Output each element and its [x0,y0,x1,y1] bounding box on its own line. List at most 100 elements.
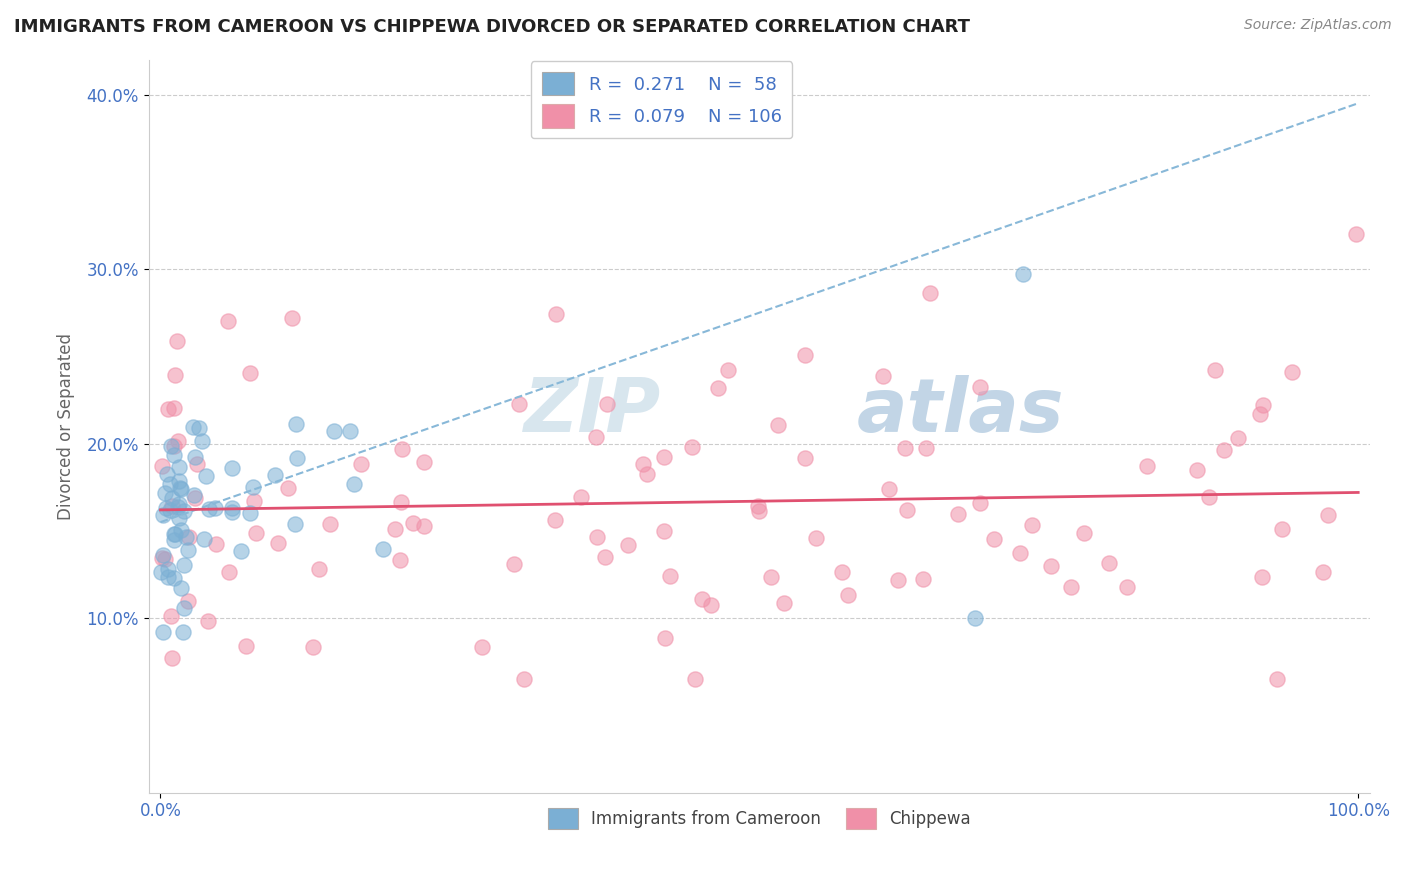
Point [183,450,205,464]
Point [544,513,567,527]
Point [969,380,991,394]
Point [654,631,676,645]
Point [342,476,364,491]
Point [633,458,655,472]
Point [239,367,262,381]
Point [963,611,986,625]
Point [166,334,188,348]
Text: Source: ZipAtlas.com: Source: ZipAtlas.com [1244,18,1392,32]
Point [221,505,243,519]
Point [163,368,186,383]
Point [596,397,619,411]
Point [285,417,308,432]
Point [373,541,395,556]
Point [1265,672,1288,686]
Point [1187,463,1209,477]
Point [1227,432,1250,446]
Point [1010,545,1032,559]
Point [152,551,174,566]
Point [1060,580,1083,594]
Point [302,640,325,654]
Point [920,285,942,300]
Point [569,490,592,504]
Point [263,467,285,482]
Point [585,430,607,444]
Point [759,570,782,584]
Point [793,451,815,466]
Point [747,499,769,513]
Point [160,651,183,665]
Point [285,450,308,465]
Point [162,438,184,452]
Point [153,486,176,500]
Point [652,524,675,538]
Point [159,439,181,453]
Point [323,424,346,438]
Point [184,491,207,505]
Point [170,482,193,496]
Point [166,500,188,514]
Point [1213,442,1236,457]
Point [174,530,197,544]
Point [748,503,770,517]
Point [831,566,853,580]
Point [167,460,190,475]
Point [877,482,900,496]
Point [391,442,413,457]
Point [1271,523,1294,537]
Point [179,530,201,544]
Point [159,476,181,491]
Point [586,530,609,544]
Point [1021,518,1043,533]
Point [412,455,434,469]
Point [242,480,264,494]
Point [1039,558,1062,573]
Point [350,457,373,471]
Point [156,467,179,482]
Point [402,516,425,530]
Point [1204,363,1226,377]
Point [652,450,675,465]
Point [896,503,918,517]
Point [513,672,536,686]
Point [1253,398,1275,412]
Point [156,401,179,416]
Point [170,523,193,537]
Point [706,381,728,395]
Point [176,594,198,608]
Point [593,550,616,565]
Point [773,596,796,610]
Point [806,531,828,545]
Point [277,481,299,495]
Point [169,498,191,512]
Point [544,308,567,322]
Point [794,348,817,362]
Point [284,516,307,531]
Point [181,420,204,434]
Point [152,458,174,473]
Point [198,502,221,516]
Point [700,598,723,612]
Point [156,562,179,576]
Point [167,434,190,448]
Point [681,440,703,454]
Point [266,536,288,550]
Point [204,501,226,516]
Point [173,601,195,615]
Legend: Immigrants from Cameroon, Chippewa: Immigrants from Cameroon, Chippewa [541,801,977,836]
Point [308,562,330,576]
Point [636,467,658,482]
Point [1116,580,1139,594]
Point [872,368,894,383]
Point [159,503,181,517]
Y-axis label: Divorced or Separated: Divorced or Separated [58,333,75,520]
Point [152,625,174,640]
Point [221,501,243,516]
Point [339,425,361,439]
Point [205,537,228,551]
Point [690,592,713,607]
Text: IMMIGRANTS FROM CAMEROON VS CHIPPEWA DIVORCED OR SEPARATED CORRELATION CHART: IMMIGRANTS FROM CAMEROON VS CHIPPEWA DIV… [14,18,970,36]
Point [239,506,262,520]
Point [911,572,934,586]
Text: atlas: atlas [858,375,1064,448]
